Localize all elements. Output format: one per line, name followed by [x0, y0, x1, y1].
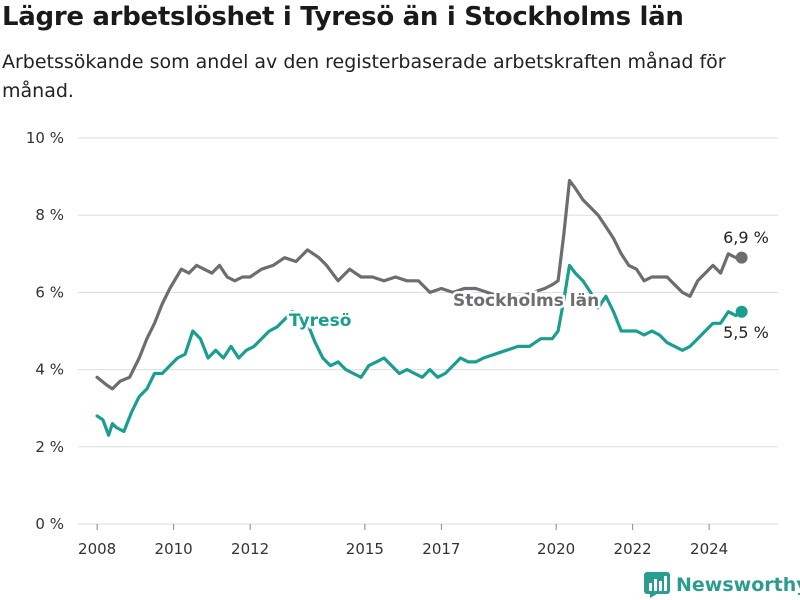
chart-subtitle: Arbetssökande som andel av den registerb…: [2, 51, 726, 102]
x-tick-label: 2015: [346, 540, 384, 558]
x-tick-label: 2010: [155, 540, 193, 558]
x-tick-label: 2020: [537, 540, 575, 558]
end-point-tyreso: [735, 305, 748, 318]
y-tick-label: 8 %: [35, 206, 64, 224]
end-value-label-stockholms-lan: 6,9 %: [723, 228, 769, 247]
y-tick-label: 4 %: [35, 361, 64, 379]
brand-logo: Newsworthy: [644, 570, 800, 600]
series-label-tyreso: Tyresö: [289, 311, 351, 331]
series-layer: [95, 178, 748, 437]
x-tick-label: 2012: [231, 540, 269, 558]
grid-layer: [78, 137, 778, 525]
y-tick-label: 6 %: [35, 283, 64, 301]
bar-chart-logo-icon: [644, 572, 670, 598]
end-point-stockholms-lan: [735, 251, 748, 264]
y-tick-label: 10 %: [26, 129, 64, 147]
y-tick-label: 2 %: [35, 438, 64, 456]
label-layer: Stockholms län Tyresö 6,9 % 5,5 %: [287, 228, 769, 342]
y-tick-label: 0 %: [35, 515, 64, 533]
x-tick-label: 2022: [614, 540, 652, 558]
chart-title: Lägre arbetslöshet i Tyresö än i Stockho…: [2, 2, 684, 32]
series-line-tyreso: [95, 263, 744, 437]
series-label-stockholms-lan: Stockholms län: [453, 291, 599, 311]
x-tick-label: 2017: [422, 540, 460, 558]
x-tick-label: 2008: [78, 540, 116, 558]
end-value-label-tyreso: 5,5 %: [723, 323, 769, 342]
axis-layer: 0 % 2 % 4 % 6 % 8 % 10 % 2008 2010 2012 2015 2017 2…: [26, 129, 728, 558]
series-line-stockholms-lan: [95, 178, 744, 391]
brand-name: Newsworthy: [676, 574, 800, 596]
x-tick-label: 2024: [690, 540, 728, 558]
